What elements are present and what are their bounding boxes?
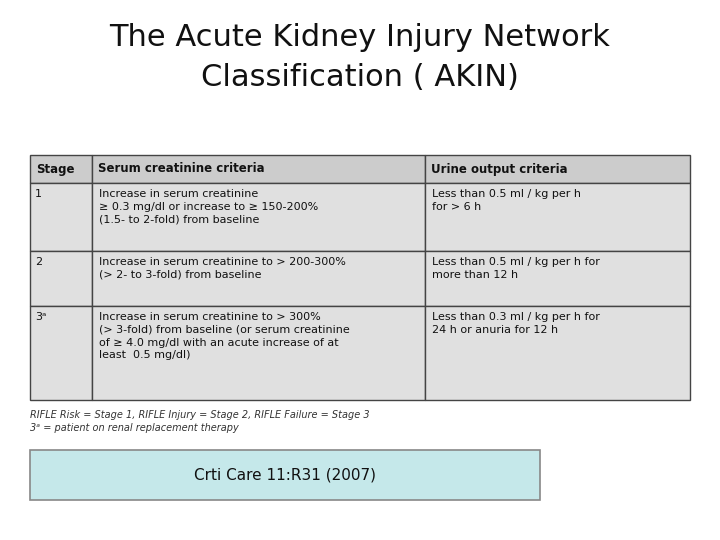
Text: Increase in serum creatinine to > 200-300%
(> 2- to 3-fold) from baseline: Increase in serum creatinine to > 200-30…	[99, 257, 346, 280]
Bar	[92, 155, 425, 183]
Bar	[30, 183, 92, 251]
Bar	[30, 251, 92, 306]
Bar	[425, 155, 690, 183]
Text: 1: 1	[35, 189, 42, 199]
Text: Stage: Stage	[36, 163, 74, 176]
Bar	[30, 450, 540, 500]
Text: Classification ( AKIN): Classification ( AKIN)	[201, 64, 519, 92]
Text: The Acute Kidney Injury Network: The Acute Kidney Injury Network	[109, 24, 611, 52]
Bar	[425, 306, 690, 400]
Text: Crti Care 11:R31 (2007): Crti Care 11:R31 (2007)	[194, 468, 376, 483]
Text: Less than 0.5 ml / kg per h
for > 6 h: Less than 0.5 ml / kg per h for > 6 h	[432, 189, 581, 212]
Text: Increase in serum creatinine
≥ 0.3 mg/dl or increase to ≥ 150-200%
(1.5- to 2-fo: Increase in serum creatinine ≥ 0.3 mg/dl…	[99, 189, 318, 225]
Text: Less than 0.5 ml / kg per h for
more than 12 h: Less than 0.5 ml / kg per h for more tha…	[432, 257, 600, 280]
Bar	[425, 183, 690, 251]
Text: Serum creatinine criteria: Serum creatinine criteria	[98, 163, 265, 176]
Bar	[92, 306, 425, 400]
Text: 3ᵃ: 3ᵃ	[35, 312, 46, 322]
Text: Increase in serum creatinine to > 300%
(> 3-fold) from baseline (or serum creati: Increase in serum creatinine to > 300% (…	[99, 312, 350, 360]
Text: RIFLE Risk = Stage 1, RIFLE Injury = Stage 2, RIFLE Failure = Stage 3: RIFLE Risk = Stage 1, RIFLE Injury = Sta…	[30, 410, 369, 420]
Bar	[30, 306, 92, 400]
Text: Urine output criteria: Urine output criteria	[431, 163, 567, 176]
Bar	[30, 155, 92, 183]
Bar	[425, 251, 690, 306]
Bar	[92, 183, 425, 251]
Bar	[92, 251, 425, 306]
Text: Less than 0.3 ml / kg per h for
24 h or anuria for 12 h: Less than 0.3 ml / kg per h for 24 h or …	[432, 312, 600, 335]
Text: 2: 2	[35, 257, 42, 267]
Text: 3ᵃ = patient on renal replacement therapy: 3ᵃ = patient on renal replacement therap…	[30, 423, 239, 433]
